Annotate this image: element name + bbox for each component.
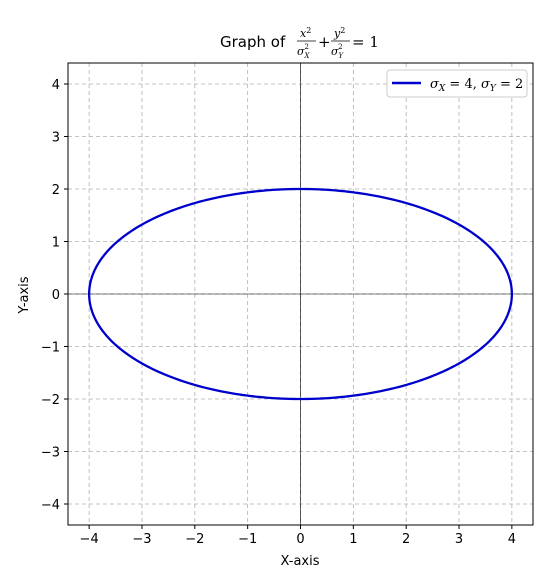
legend: σX = 4, σY = 2	[386, 69, 528, 98]
y-axis-ticks: −4 −3 −2 −1 0 1 2 3 4	[41, 78, 68, 513]
chart-title: Graph of x2 σX2 + y2 σY2 = 1	[220, 26, 379, 60]
series-layer	[87, 187, 514, 401]
y-tick-label-5: 1	[52, 236, 60, 251]
x-tick-label-3: −1	[238, 532, 257, 547]
y-tick-label-8: 4	[52, 78, 60, 93]
title-frac1-numerator: x2	[300, 26, 311, 40]
y-tick-label-4: 0	[52, 288, 60, 303]
x-tick-label-2: −2	[185, 532, 204, 547]
y-tick-label-3: −1	[41, 341, 60, 356]
y-tick-label-6: 2	[52, 183, 60, 198]
x-tick-label-7: 3	[455, 532, 463, 547]
legend-box	[386, 69, 528, 98]
x-tick-label-8: 4	[508, 532, 516, 547]
title-plus: +	[318, 33, 331, 51]
legend-label: σX = 4, σY = 2	[430, 77, 523, 94]
zero-axis-lines	[68, 63, 533, 525]
x-tick-label-1: −3	[132, 532, 151, 547]
title-frac1-denominator: σX2	[297, 43, 311, 60]
x-axis-ticks: −4 −3 −2 −1 0 1 2 3 4	[80, 525, 516, 547]
series-line-0	[87, 187, 514, 401]
y-tick-label-2: −2	[41, 393, 60, 408]
y-axis-label: Y-axis	[17, 276, 32, 314]
x-tick-label-5: 1	[349, 532, 357, 547]
title-frac2-numerator: y2	[333, 26, 345, 40]
y-tick-label-1: −3	[41, 446, 60, 461]
x-tick-label-6: 2	[402, 532, 410, 547]
x-tick-label-4: 0	[296, 532, 304, 547]
x-tick-label-0: −4	[80, 532, 99, 547]
y-tick-label-7: 3	[52, 131, 60, 146]
title-frac2-denominator: σY2	[331, 43, 345, 60]
title-equals: = 1	[352, 33, 379, 51]
title-prefix: Graph of	[220, 33, 286, 51]
x-axis-label: X-axis	[281, 554, 320, 569]
y-tick-label-0: −4	[41, 498, 60, 513]
